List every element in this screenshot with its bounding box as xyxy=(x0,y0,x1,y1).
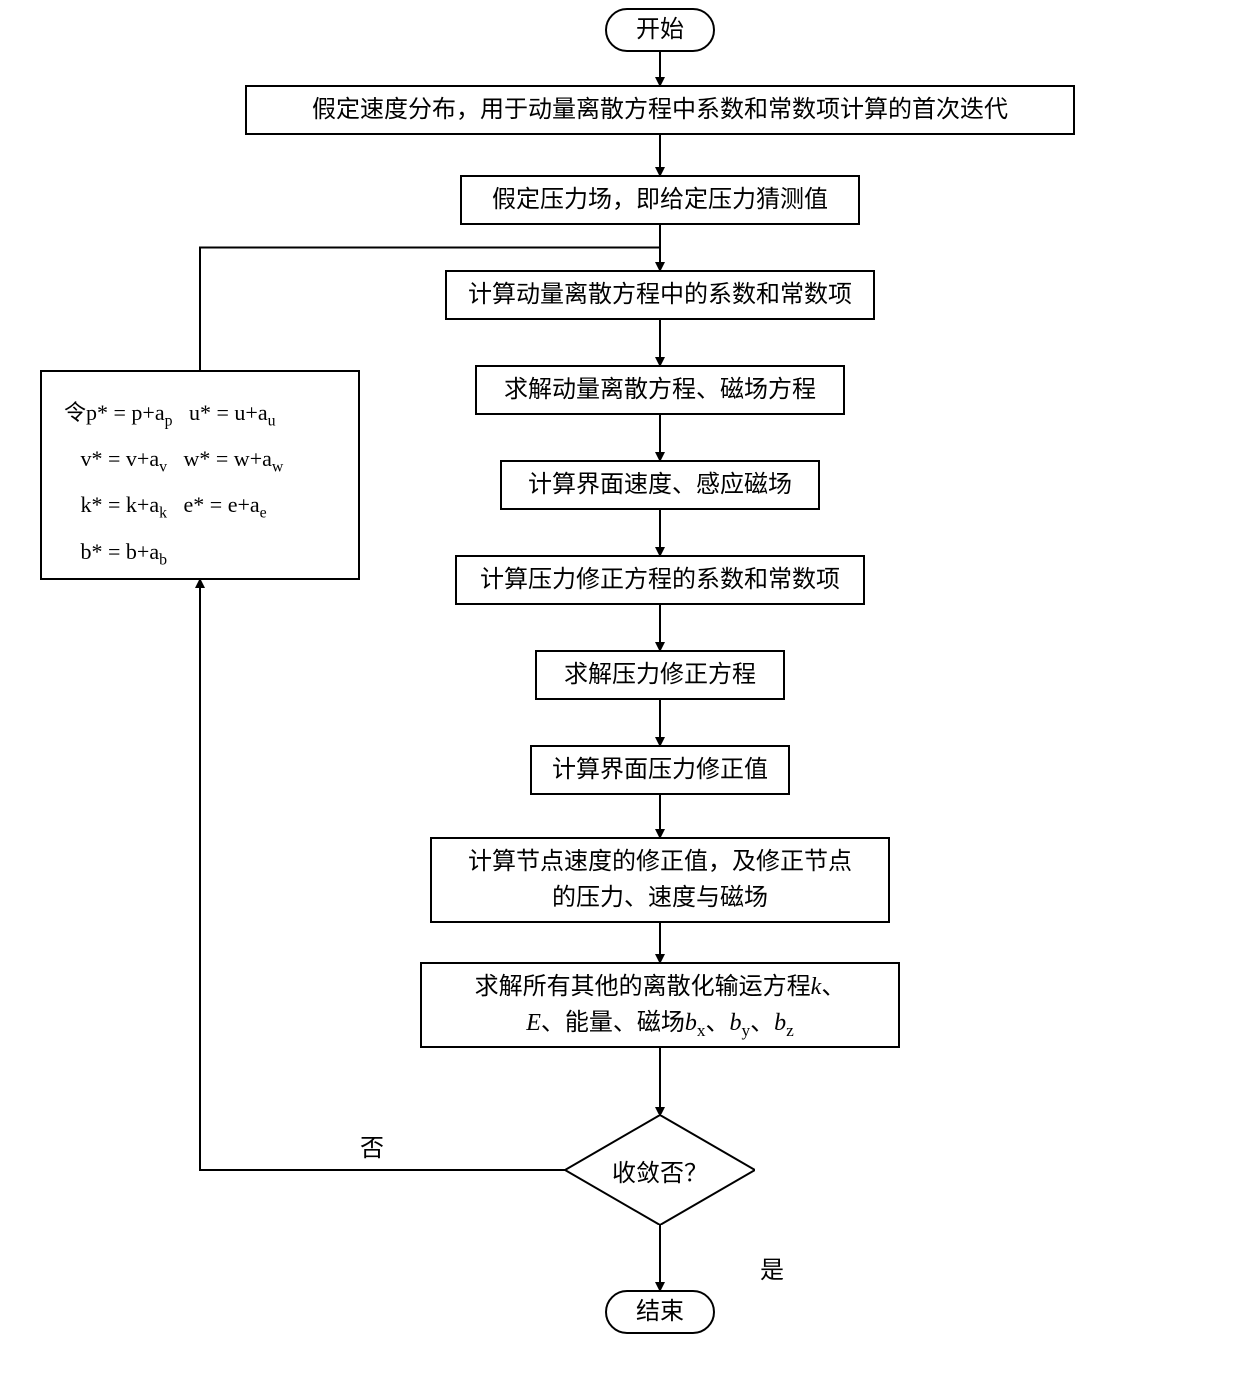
process-node-n3: 计算动量离散方程中的系数和常数项 xyxy=(445,270,875,320)
node-text: 假定压力场，即给定压力猜测值 xyxy=(492,182,828,218)
process-node-n6: 计算压力修正方程的系数和常数项 xyxy=(455,555,865,605)
process-node-n1: 假定速度分布，用于动量离散方程中系数和常数项计算的首次迭代 xyxy=(245,85,1075,135)
node-text: 结束 xyxy=(636,1294,684,1330)
node-text: 开始 xyxy=(636,12,684,48)
edge-label-yes: 是 xyxy=(760,1250,784,1285)
decision-node: 收敛否？ xyxy=(565,1115,755,1225)
decision-text: 收敛否？ xyxy=(612,1153,708,1188)
node-text: 计算界面压力修正值 xyxy=(552,752,768,788)
process-node-n10: 求解所有其他的离散化输运方程k、E、能量、磁场bx、by、bz xyxy=(420,962,900,1048)
process-node-n9: 计算节点速度的修正值，及修正节点的压力、速度与磁场 xyxy=(430,837,890,923)
process-node-n5: 计算界面速度、感应磁场 xyxy=(500,460,820,510)
node-text: 假定速度分布，用于动量离散方程中系数和常数项计算的首次迭代 xyxy=(312,92,1008,128)
edge-label-no: 否 xyxy=(360,1128,384,1163)
process-node-n7: 求解压力修正方程 xyxy=(535,650,785,700)
node-text: 求解动量离散方程、磁场方程 xyxy=(504,372,816,408)
process-node-n4: 求解动量离散方程、磁场方程 xyxy=(475,365,845,415)
node-text: 计算节点速度的修正值，及修正节点的压力、速度与磁场 xyxy=(468,844,852,916)
node-text: 求解所有其他的离散化输运方程k、E、能量、磁场bx、by、bz xyxy=(475,969,846,1041)
update-equations-box: 令p* = p+ap u* = u+au v* = v+av w* = w+aw… xyxy=(40,370,360,580)
terminal-node-start: 开始 xyxy=(605,8,715,52)
node-text: 计算压力修正方程的系数和常数项 xyxy=(480,562,840,598)
process-node-n8: 计算界面压力修正值 xyxy=(530,745,790,795)
terminal-node-end: 结束 xyxy=(605,1290,715,1334)
node-text: 求解压力修正方程 xyxy=(564,657,756,693)
process-node-n2: 假定压力场，即给定压力猜测值 xyxy=(460,175,860,225)
node-text: 计算动量离散方程中的系数和常数项 xyxy=(468,277,852,313)
node-text: 计算界面速度、感应磁场 xyxy=(528,467,792,503)
